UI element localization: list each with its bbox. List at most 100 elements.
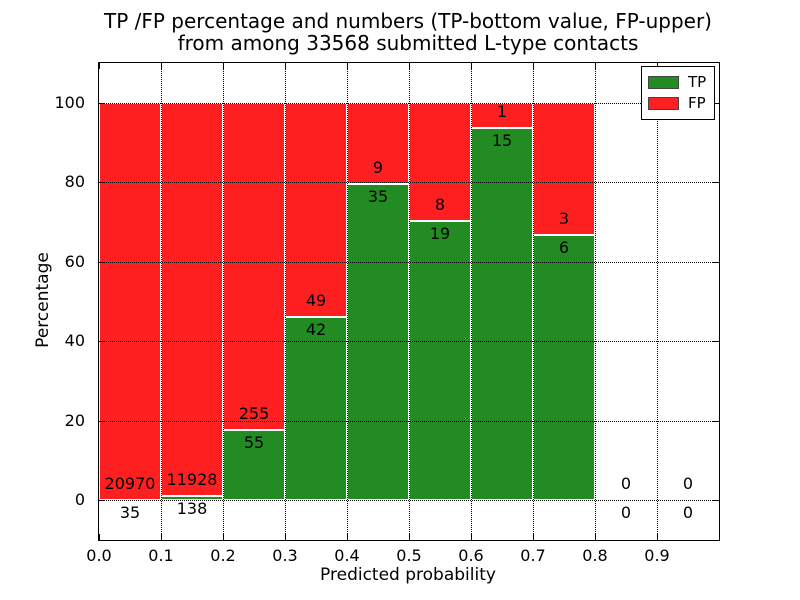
y-tick-label: 60 (64, 251, 85, 271)
x-tick-mark (595, 63, 596, 69)
y-tick-mark (99, 261, 105, 263)
tp-bar-segment (223, 429, 285, 501)
x-tick-mark (285, 63, 286, 69)
tp-count-label: 42 (305, 319, 327, 339)
x-tick-mark (471, 534, 472, 540)
y-tick-mark (99, 420, 105, 422)
x-tick-label: 0.1 (148, 546, 174, 565)
vertical-gridline (595, 63, 596, 540)
y-tick-mark (713, 261, 719, 263)
x-tick-label: 0.8 (582, 546, 608, 565)
fp-count-label: 9 (372, 158, 384, 178)
y-tick-mark (713, 420, 719, 422)
y-tick-mark (99, 182, 105, 184)
tp-count-label: 6 (558, 238, 570, 258)
tp-count-label: 0 (620, 503, 632, 523)
x-tick-label: 0.4 (334, 546, 360, 565)
fp-bar-segment (161, 102, 223, 496)
x-tick-mark (347, 63, 348, 69)
fp-bar-segment (409, 102, 471, 221)
fp-count-label: 20970 (104, 473, 156, 493)
tp-bar-segment (471, 127, 533, 501)
chart-title-line1: TP /FP percentage and numbers (TP-bottom… (104, 9, 712, 33)
x-tick-label: 0.9 (644, 546, 670, 565)
x-tick-label: 0.0 (86, 546, 112, 565)
tp-bar-segment (533, 235, 595, 501)
legend: TP FP (641, 66, 715, 120)
fp-bar-segment (471, 102, 533, 128)
tp-count-label: 35 (119, 502, 141, 522)
x-tick-mark (223, 534, 224, 540)
tp-count-label: 0 (682, 503, 694, 523)
vertical-gridline (161, 63, 162, 540)
x-tick-label: 0.3 (272, 546, 298, 565)
x-tick-mark (595, 534, 596, 540)
tp-bar-segment (409, 220, 471, 501)
y-tick-mark (713, 341, 719, 343)
fp-count-label: 49 (305, 290, 327, 310)
x-tick-mark (99, 534, 100, 540)
x-tick-label: 0.7 (520, 546, 546, 565)
y-tick-mark (713, 182, 719, 184)
vertical-gridline (657, 63, 658, 540)
tp-count-label: 35 (367, 187, 389, 207)
x-tick-mark (533, 63, 534, 69)
x-tick-label: 0.5 (396, 546, 422, 565)
plot-area: TP FP 0.0 0.1 0.2 0.3 0.4 0.5 0.6 0.7 0.8 0.9 0 20 4… (54, 62, 720, 565)
tp-count-label: 55 (243, 432, 265, 452)
fp-legend-label: FP (688, 94, 706, 112)
fp-count-label: 255 (238, 403, 270, 423)
x-tick-mark (99, 63, 100, 69)
x-tick-mark (347, 534, 348, 540)
x-tick-mark (471, 63, 472, 69)
y-tick-mark (99, 102, 105, 104)
fp-count-label: 8 (434, 194, 446, 214)
fp-count-label: 0 (682, 474, 694, 494)
legend-item-tp: TP (648, 72, 714, 93)
x-axis-label: Predicted probability (320, 565, 496, 585)
fp-bar-segment (99, 102, 161, 500)
tp-legend-label: TP (688, 73, 707, 91)
y-tick-label: 80 (64, 172, 85, 192)
vertical-gridline (471, 63, 472, 540)
y-tick-mark (99, 341, 105, 343)
tp-count-label: 138 (176, 498, 208, 518)
fp-bar-segment (223, 102, 285, 430)
x-tick-mark (161, 534, 162, 540)
y-tick-label: 100 (54, 92, 85, 112)
y-tick-label: 40 (64, 331, 85, 351)
x-tick-mark (285, 534, 286, 540)
y-tick-label: 0 (74, 490, 85, 510)
y-tick-mark (99, 500, 105, 502)
chart-title-line2: from among 33568 submitted L-type contac… (177, 31, 639, 55)
vertical-gridline (223, 63, 224, 540)
y-tick-mark (713, 500, 719, 502)
fp-count-label: 3 (558, 209, 570, 229)
tp-legend-swatch-icon (648, 76, 679, 89)
x-tick-mark (533, 534, 534, 540)
x-tick-label: 0.2 (210, 546, 236, 565)
fp-count-label: 11928 (166, 469, 218, 489)
tp-count-label: 15 (491, 130, 513, 150)
vertical-gridline (533, 63, 534, 540)
legend-item-fp: FP (648, 93, 714, 114)
fp-legend-swatch-icon (648, 97, 679, 110)
fp-bar-segment (285, 102, 347, 317)
x-tick-label: 0.6 (458, 546, 484, 565)
x-tick-mark (409, 534, 410, 540)
x-tick-mark (657, 534, 658, 540)
y-tick-label: 20 (64, 410, 85, 430)
x-tick-mark (161, 63, 162, 69)
y-tick-mark (713, 102, 719, 104)
tp-bar-segment (285, 316, 347, 501)
vertical-gridline (409, 63, 410, 540)
tp-count-label: 19 (429, 223, 451, 243)
chart-title: TP /FP percentage and numbers (TP-bottom… (98, 10, 718, 54)
x-tick-mark (223, 63, 224, 69)
fp-bar-segment (347, 102, 409, 185)
vertical-gridline (347, 63, 348, 540)
fp-count-label: 0 (620, 474, 632, 494)
x-tick-mark (409, 63, 410, 69)
fp-count-label: 1 (496, 101, 508, 121)
